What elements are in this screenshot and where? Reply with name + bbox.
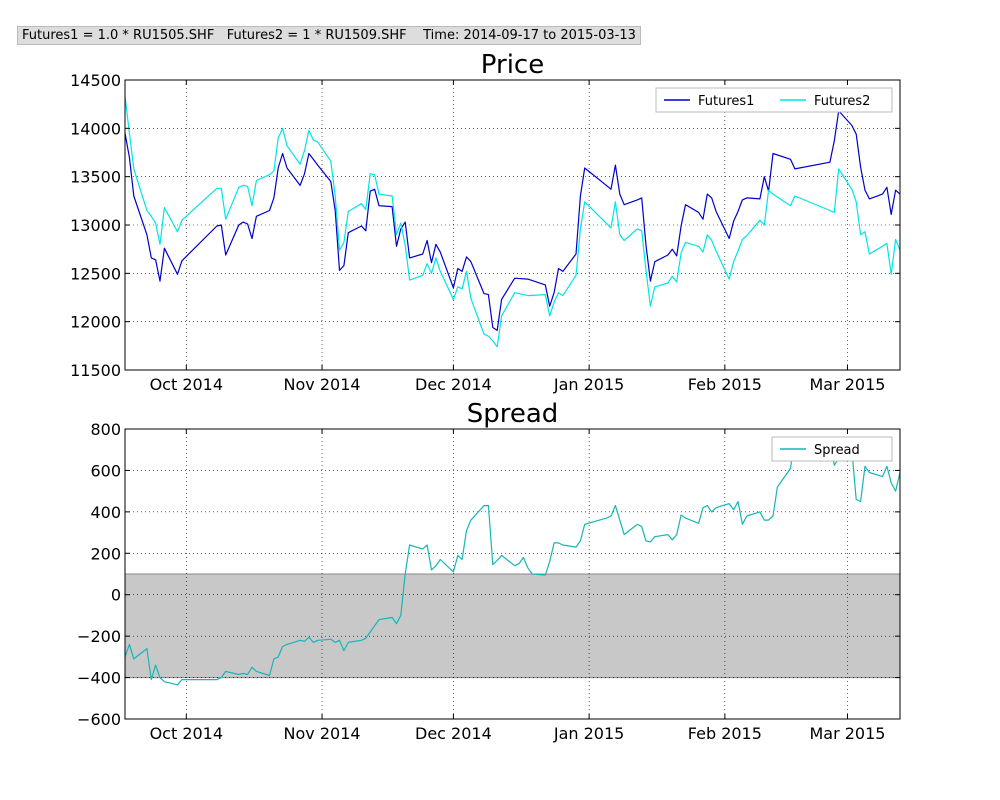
price-title: Price: [481, 50, 544, 80]
spread-chart: −600 −400 −200 0 200 400 600 800 Oct 2014 Nov 201…: [77, 399, 901, 743]
price-legend-label-futures1: Futures1: [698, 94, 754, 109]
header-info-box: Futures1 = 1.0 * RU1505.SHF Futures2 = 1…: [17, 26, 641, 45]
spread-ytick-label: 600: [90, 461, 121, 480]
price-xtick-label: Dec 2014: [415, 375, 492, 394]
price-xtick-label: Oct 2014: [150, 375, 223, 394]
spread-ytick-label: 0: [111, 586, 121, 605]
price-xtick-label: Mar 2015: [809, 375, 885, 394]
price-legend-label-futures2: Futures2: [814, 94, 870, 109]
price-xtick-label: Nov 2014: [284, 375, 361, 394]
spread-xtick-label: Feb 2015: [688, 724, 762, 743]
spread-xtick-label: Nov 2014: [284, 724, 361, 743]
spread-ytick-label: 200: [90, 544, 121, 563]
spread-xtick-label: Dec 2014: [415, 724, 492, 743]
price-ytick-label: 11500: [70, 361, 121, 380]
price-ytick-label: 12000: [70, 313, 121, 332]
price-ytick-label: 14000: [70, 119, 121, 138]
spread-ytick-label: 400: [90, 503, 121, 522]
price-series-futures1: [124, 110, 901, 331]
spread-series-spread: [124, 436, 901, 686]
spread-legend-label-spread: Spread: [814, 443, 860, 458]
spread-xtick-label: Mar 2015: [809, 724, 885, 743]
price-series-futures2: [124, 96, 901, 348]
price-ytick-label: 12500: [70, 264, 121, 283]
spread-band: [125, 574, 900, 678]
price-xtick-label: Feb 2015: [688, 375, 762, 394]
spread-ytick-label: 800: [90, 420, 121, 439]
spread-title: Spread: [467, 399, 559, 429]
price-ytick-label: 13000: [70, 216, 121, 235]
spread-xtick-label: Jan 2015: [553, 724, 624, 743]
spread-xtick-label: Oct 2014: [150, 724, 223, 743]
price-xtick-label: Jan 2015: [553, 375, 624, 394]
spread-ytick-label: −200: [77, 627, 121, 646]
price-legend-box: [655, 87, 893, 113]
price-ytick-label: 13500: [70, 168, 121, 187]
spread-ytick-label: −600: [77, 710, 121, 729]
price-chart: 11500 12000 12500 13000 13500 14000 14500 Oct 2…: [70, 50, 901, 394]
spread-axes-frame: [124, 428, 901, 720]
price-ytick-label: 14500: [70, 71, 121, 90]
spread-ytick-label: −400: [77, 669, 121, 688]
